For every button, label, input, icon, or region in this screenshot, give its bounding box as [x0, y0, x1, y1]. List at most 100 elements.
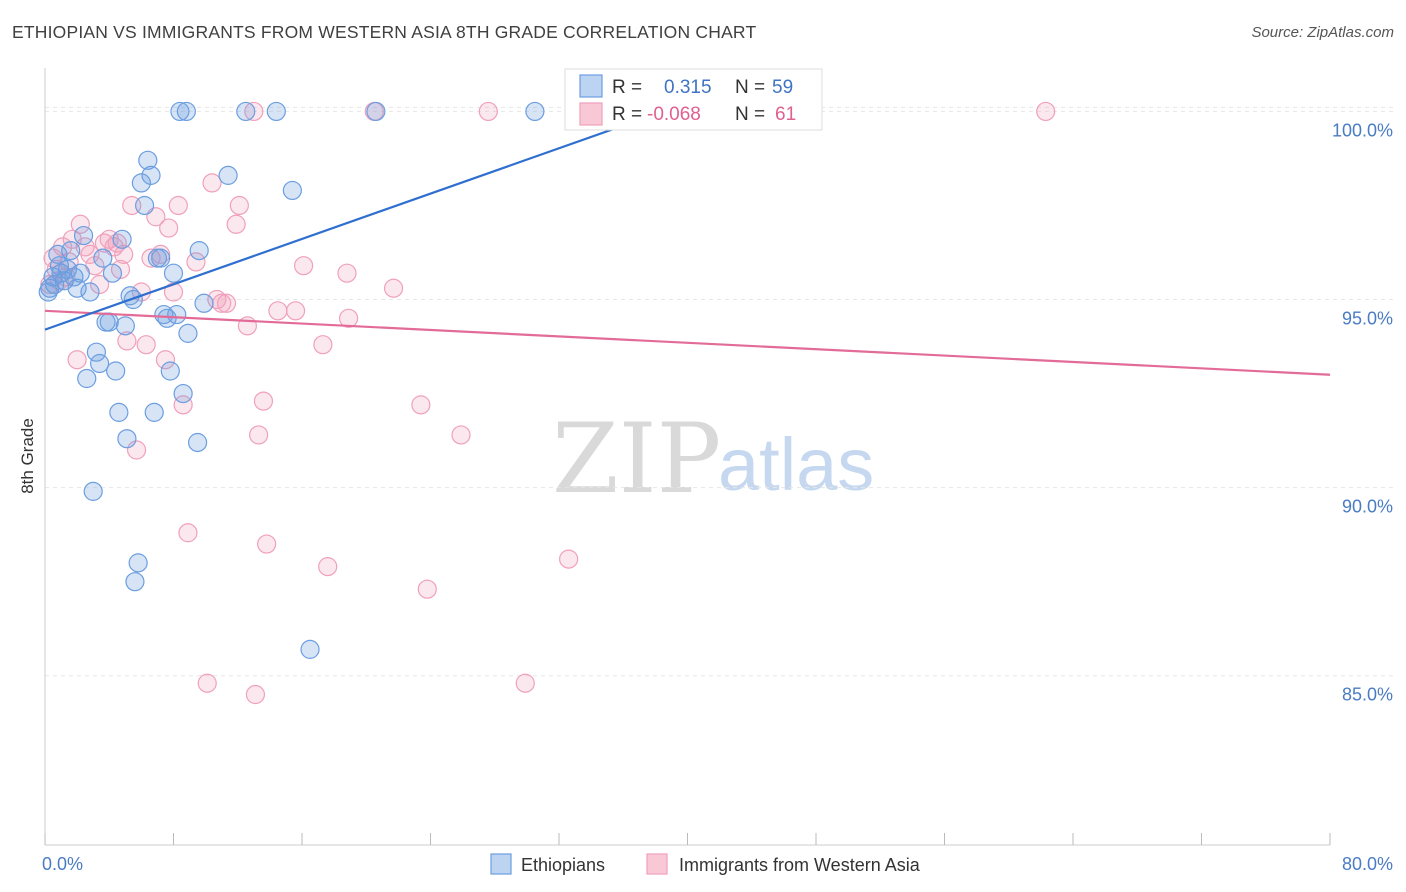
- data-point: [226, 214, 246, 234]
- data-point: [151, 248, 171, 268]
- data-point: [318, 557, 338, 577]
- data-point: [70, 263, 90, 283]
- data-point: [173, 395, 193, 415]
- data-point: [202, 173, 222, 193]
- stats-r-label-pink: R =: [612, 104, 642, 125]
- data-point: [478, 101, 498, 122]
- data-point: [178, 323, 198, 343]
- data-point: [163, 282, 184, 302]
- data-point: [253, 391, 274, 411]
- data-point: [112, 229, 132, 249]
- data-point: [141, 165, 161, 185]
- data-point: [338, 308, 359, 328]
- data-point: [187, 432, 208, 453]
- data-point: [285, 301, 306, 321]
- data-point: [178, 523, 198, 543]
- stats-n-value-blue: 59: [772, 77, 793, 98]
- legend-label-immigrants: Immigrants from Western Asia: [679, 855, 921, 875]
- legend-swatch-immigrants: [646, 853, 668, 875]
- data-point: [366, 101, 386, 122]
- data-point: [138, 150, 158, 170]
- y-axis-title: 8th Grade: [18, 418, 37, 494]
- data-point: [99, 312, 119, 332]
- x-axis-ticks: [44, 833, 1331, 845]
- stats-box-frame: [564, 68, 823, 131]
- data-point: [218, 165, 238, 185]
- data-point: [117, 331, 137, 351]
- data-point: [160, 361, 180, 381]
- data-point: [167, 304, 187, 325]
- data-point: [73, 225, 94, 246]
- y-tick-labels: 85.0% 90.0% 95.0% 100.0%: [1332, 120, 1393, 704]
- data-point: [173, 383, 193, 404]
- data-point: [134, 195, 155, 216]
- stats-n-label-pink: N =: [735, 104, 765, 125]
- data-point: [90, 353, 110, 374]
- chart-title: ETHIOPIAN VS IMMIGRANTS FROM WESTERN ASI…: [12, 22, 757, 42]
- data-point: [67, 278, 87, 298]
- stats-box: R = 0.315 N = 59 R = -0.068 N = 61: [564, 68, 823, 131]
- data-point: [114, 244, 134, 264]
- data-point: [77, 368, 97, 389]
- watermark-atlas: atlas: [718, 423, 874, 506]
- data-point: [559, 549, 579, 569]
- x-tick-label-min: 0.0%: [42, 854, 83, 874]
- data-point: [57, 259, 78, 280]
- data-point: [236, 101, 256, 122]
- data-point: [1036, 101, 1056, 122]
- legend-label-ethiopians: Ethiopians: [521, 855, 605, 875]
- data-point: [136, 335, 156, 355]
- series-immigrants-points: [40, 101, 1056, 705]
- data-point: [229, 195, 249, 216]
- stats-swatch-pink: [579, 102, 603, 126]
- data-point: [189, 241, 209, 261]
- data-point: [282, 180, 302, 201]
- series-ethiopians-points: [38, 101, 585, 659]
- data-point: [294, 256, 314, 276]
- trend-line-blue: [44, 110, 664, 331]
- data-point: [128, 553, 148, 573]
- stats-swatch-blue: [579, 74, 603, 98]
- data-point: [80, 244, 100, 264]
- data-point: [115, 316, 135, 336]
- data-point: [176, 101, 196, 122]
- stats-n-value-pink: 61: [775, 104, 796, 125]
- data-point: [61, 241, 81, 261]
- data-point: [170, 101, 190, 122]
- data-point: [337, 263, 357, 283]
- data-point: [102, 263, 123, 283]
- data-point: [300, 639, 320, 659]
- legend-swatch-ethiopians: [490, 853, 512, 875]
- legend: Ethiopians Immigrants from Western Asia: [490, 853, 921, 875]
- data-point: [45, 274, 65, 295]
- data-point: [125, 572, 145, 592]
- data-point: [411, 395, 431, 415]
- data-point: [525, 101, 545, 122]
- x-tick-label-max: 80.0%: [1342, 854, 1393, 874]
- data-point: [38, 282, 58, 302]
- data-point: [80, 282, 100, 302]
- data-point: [245, 684, 266, 705]
- data-point: [144, 402, 164, 422]
- y-tick-label: 95.0%: [1342, 309, 1393, 329]
- data-point: [266, 101, 286, 122]
- data-point: [93, 248, 113, 268]
- data-point: [515, 673, 535, 693]
- data-point: [197, 673, 217, 693]
- data-point: [383, 278, 404, 298]
- data-point: [90, 274, 110, 295]
- data-point: [194, 293, 214, 313]
- data-point: [141, 248, 161, 268]
- trend-line-pink: [44, 309, 1331, 376]
- data-point: [268, 301, 288, 321]
- y-tick-label: 100.0%: [1332, 120, 1393, 140]
- data-point: [186, 252, 206, 272]
- data-point: [155, 350, 176, 370]
- watermark-zip: ZIP: [552, 403, 721, 515]
- stats-r-value-blue: 0.315: [664, 77, 712, 98]
- y-tick-label: 90.0%: [1342, 497, 1393, 517]
- stats-n-label-blue: N =: [735, 77, 765, 98]
- trend-lines: [44, 110, 1331, 376]
- data-point: [159, 218, 179, 238]
